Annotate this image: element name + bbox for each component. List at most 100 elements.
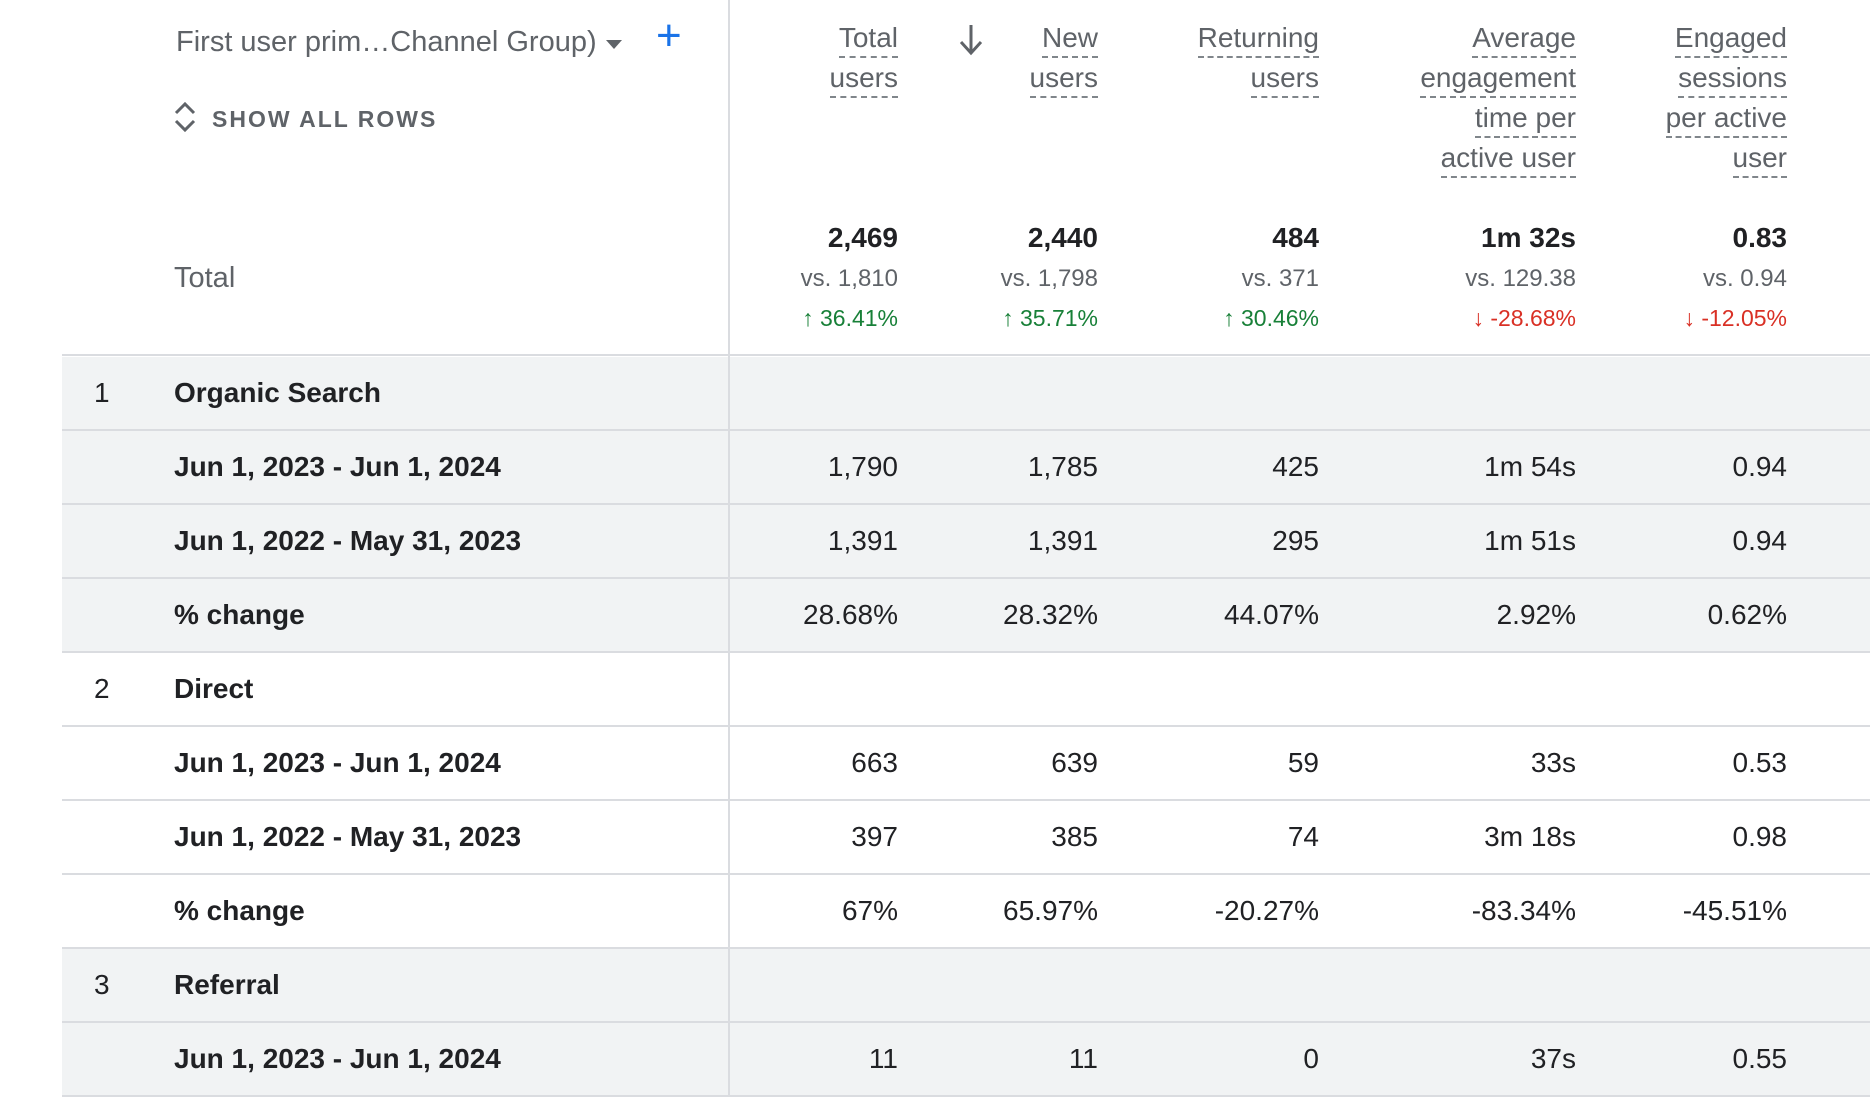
total-comparison: vs. 1,810 [800,265,898,292]
group-row[interactable]: 1 Organic Search [62,357,1870,429]
row-index: 1 [94,377,110,408]
arrow-down-icon[interactable] [956,22,986,58]
table-row[interactable]: % change 28.68% 28.32% 44.07% 2.92% 0.62% [62,579,1870,651]
row-divider [62,429,1870,431]
total-cell: 2,440 vs. 1,798 ↑ 35.71% [858,218,1098,338]
total-change: ↑ 30.46% [1079,298,1319,338]
total-change: ↓ -12.05% [1547,298,1787,338]
row-divider [62,651,1870,653]
row-divider [62,577,1870,579]
group-row[interactable]: 2 Direct [62,653,1870,725]
column-header-text: Engaged [1674,20,1787,58]
row-divider [62,1021,1870,1023]
table-cell: 28.68% [803,599,898,630]
column-divider [728,0,730,1096]
arrow-up-icon: ↑ [802,305,820,331]
total-change: ↓ -28.68% [1336,298,1576,338]
column-header-text: users [1029,60,1098,98]
column-header-1[interactable]: Total users [748,18,898,98]
total-comparison: vs. 1,798 [1000,265,1098,292]
total-value: 2,440 [1027,222,1098,253]
table-cell: 1,391 [827,525,898,556]
table-cell: 1,391 [1027,525,1098,556]
total-cell: 0.83 vs. 0.94 ↓ -12.05% [1547,218,1787,338]
table-cell: 663 [851,747,898,778]
table-cell: 11 [1068,1043,1098,1074]
column-header-text: Total [838,20,898,58]
table-row[interactable]: Jun 1, 2023 - Jun 1, 2024 1,790 1,785 425 1m… [62,431,1870,503]
total-change-value: 30.46% [1240,305,1319,331]
arrow-up-icon: ↑ [1002,305,1020,331]
column-header-4[interactable]: Average engagement time per active user [1336,18,1576,178]
row-label: Jun 1, 2023 - Jun 1, 2024 [174,451,501,482]
row-label: Jun 1, 2023 - Jun 1, 2024 [174,747,501,778]
total-cell: 1m 32s vs. 129.38 ↓ -28.68% [1336,218,1576,338]
table-cell: 2.92% [1496,599,1576,630]
table-cell: 33s [1530,747,1576,778]
table-cell: 295 [1272,525,1319,556]
row-divider [62,503,1870,505]
table-row[interactable]: Jun 1, 2023 - Jun 1, 2024 663 639 59 33s 0.53 [62,727,1870,799]
table-cell: 1m 51s [1484,525,1576,556]
row-label: Organic Search [174,377,381,408]
table-cell: 37s [1530,1043,1576,1074]
row-label: Jun 1, 2023 - Jun 1, 2024 [174,1043,501,1074]
table-cell: 74 [1287,821,1319,852]
column-header-text: time per [1474,100,1576,138]
total-change: ↑ 36.41% [658,298,898,338]
total-comparison: vs. 371 [1241,265,1319,292]
column-header-2[interactable]: New users [948,18,1098,98]
total-value: 0.83 [1732,222,1788,253]
arrow-down-icon: ↓ [1472,305,1491,331]
total-change-value: 36.41% [819,305,898,331]
table-cell: 28.32% [1003,599,1098,630]
table-row[interactable]: % change 67% 65.97% -20.27% -83.34% -45.51% [62,875,1870,947]
table-cell: 385 [1051,821,1098,852]
total-value: 484 [1272,222,1319,253]
table-row[interactable]: Jun 1, 2023 - Jun 1, 2024 11 11 0 37s 0.55 [62,1023,1870,1095]
column-header-text: engagement [1420,60,1576,98]
table-row[interactable]: Jun 1, 2022 - May 31, 2023 1,391 1,391 295 1… [62,505,1870,577]
column-header-5[interactable]: Engaged sessions per active user [1587,18,1787,178]
column-header-text: per active [1665,100,1787,138]
row-divider [62,873,1870,875]
total-value: 2,469 [827,222,898,253]
column-header-text: active user [1440,140,1576,178]
table-cell: 1,790 [827,451,898,482]
row-divider [62,947,1870,949]
table-row[interactable]: Jun 1, 2022 - May 31, 2023 397 385 74 3m 18s… [62,801,1870,873]
dimension-selector[interactable]: First user prim…Channel Group) [176,26,597,58]
column-header-text: users [829,60,898,98]
column-header-3[interactable]: Returning users [1119,18,1319,98]
column-header-text: user [1732,140,1787,178]
table-cell: 0 [1303,1043,1319,1074]
table-cell: 67% [841,895,898,926]
caret-down-icon[interactable] [606,40,622,49]
table-cell: 44.07% [1224,599,1319,630]
arrow-down-icon: ↓ [1683,305,1702,331]
table-cell: 0.94 [1732,451,1788,482]
total-cell: 484 vs. 371 ↑ 30.46% [1079,218,1319,338]
table-cell: 639 [1051,747,1098,778]
plus-icon[interactable]: + [656,11,682,60]
total-value: 1m 32s [1481,222,1576,253]
row-label: Jun 1, 2022 - May 31, 2023 [174,821,522,852]
arrow-up-icon: ↑ [1223,305,1241,331]
row-divider [62,725,1870,727]
table-cell: 1m 54s [1484,451,1576,482]
total-comparison: vs. 0.94 [1702,265,1787,292]
unfold-icon[interactable] [172,99,198,135]
table-cell: -45.51% [1682,895,1787,926]
group-row[interactable]: 3 Referral [62,949,1870,1021]
total-change-value: -12.05% [1701,305,1787,331]
row-label: % change [174,895,305,926]
column-header-text: Average [1472,20,1576,58]
total-cell: 2,469 vs. 1,810 ↑ 36.41% [658,218,898,338]
total-change-value: -28.68% [1490,305,1576,331]
table-cell: 1,785 [1027,451,1098,482]
row-label: Direct [174,673,254,704]
table-cell: 0.62% [1707,599,1787,630]
table-cell: 65.97% [1003,895,1098,926]
show-all-rows-button[interactable]: SHOW ALL ROWS [212,106,438,132]
column-header-text: Returning [1197,20,1319,58]
